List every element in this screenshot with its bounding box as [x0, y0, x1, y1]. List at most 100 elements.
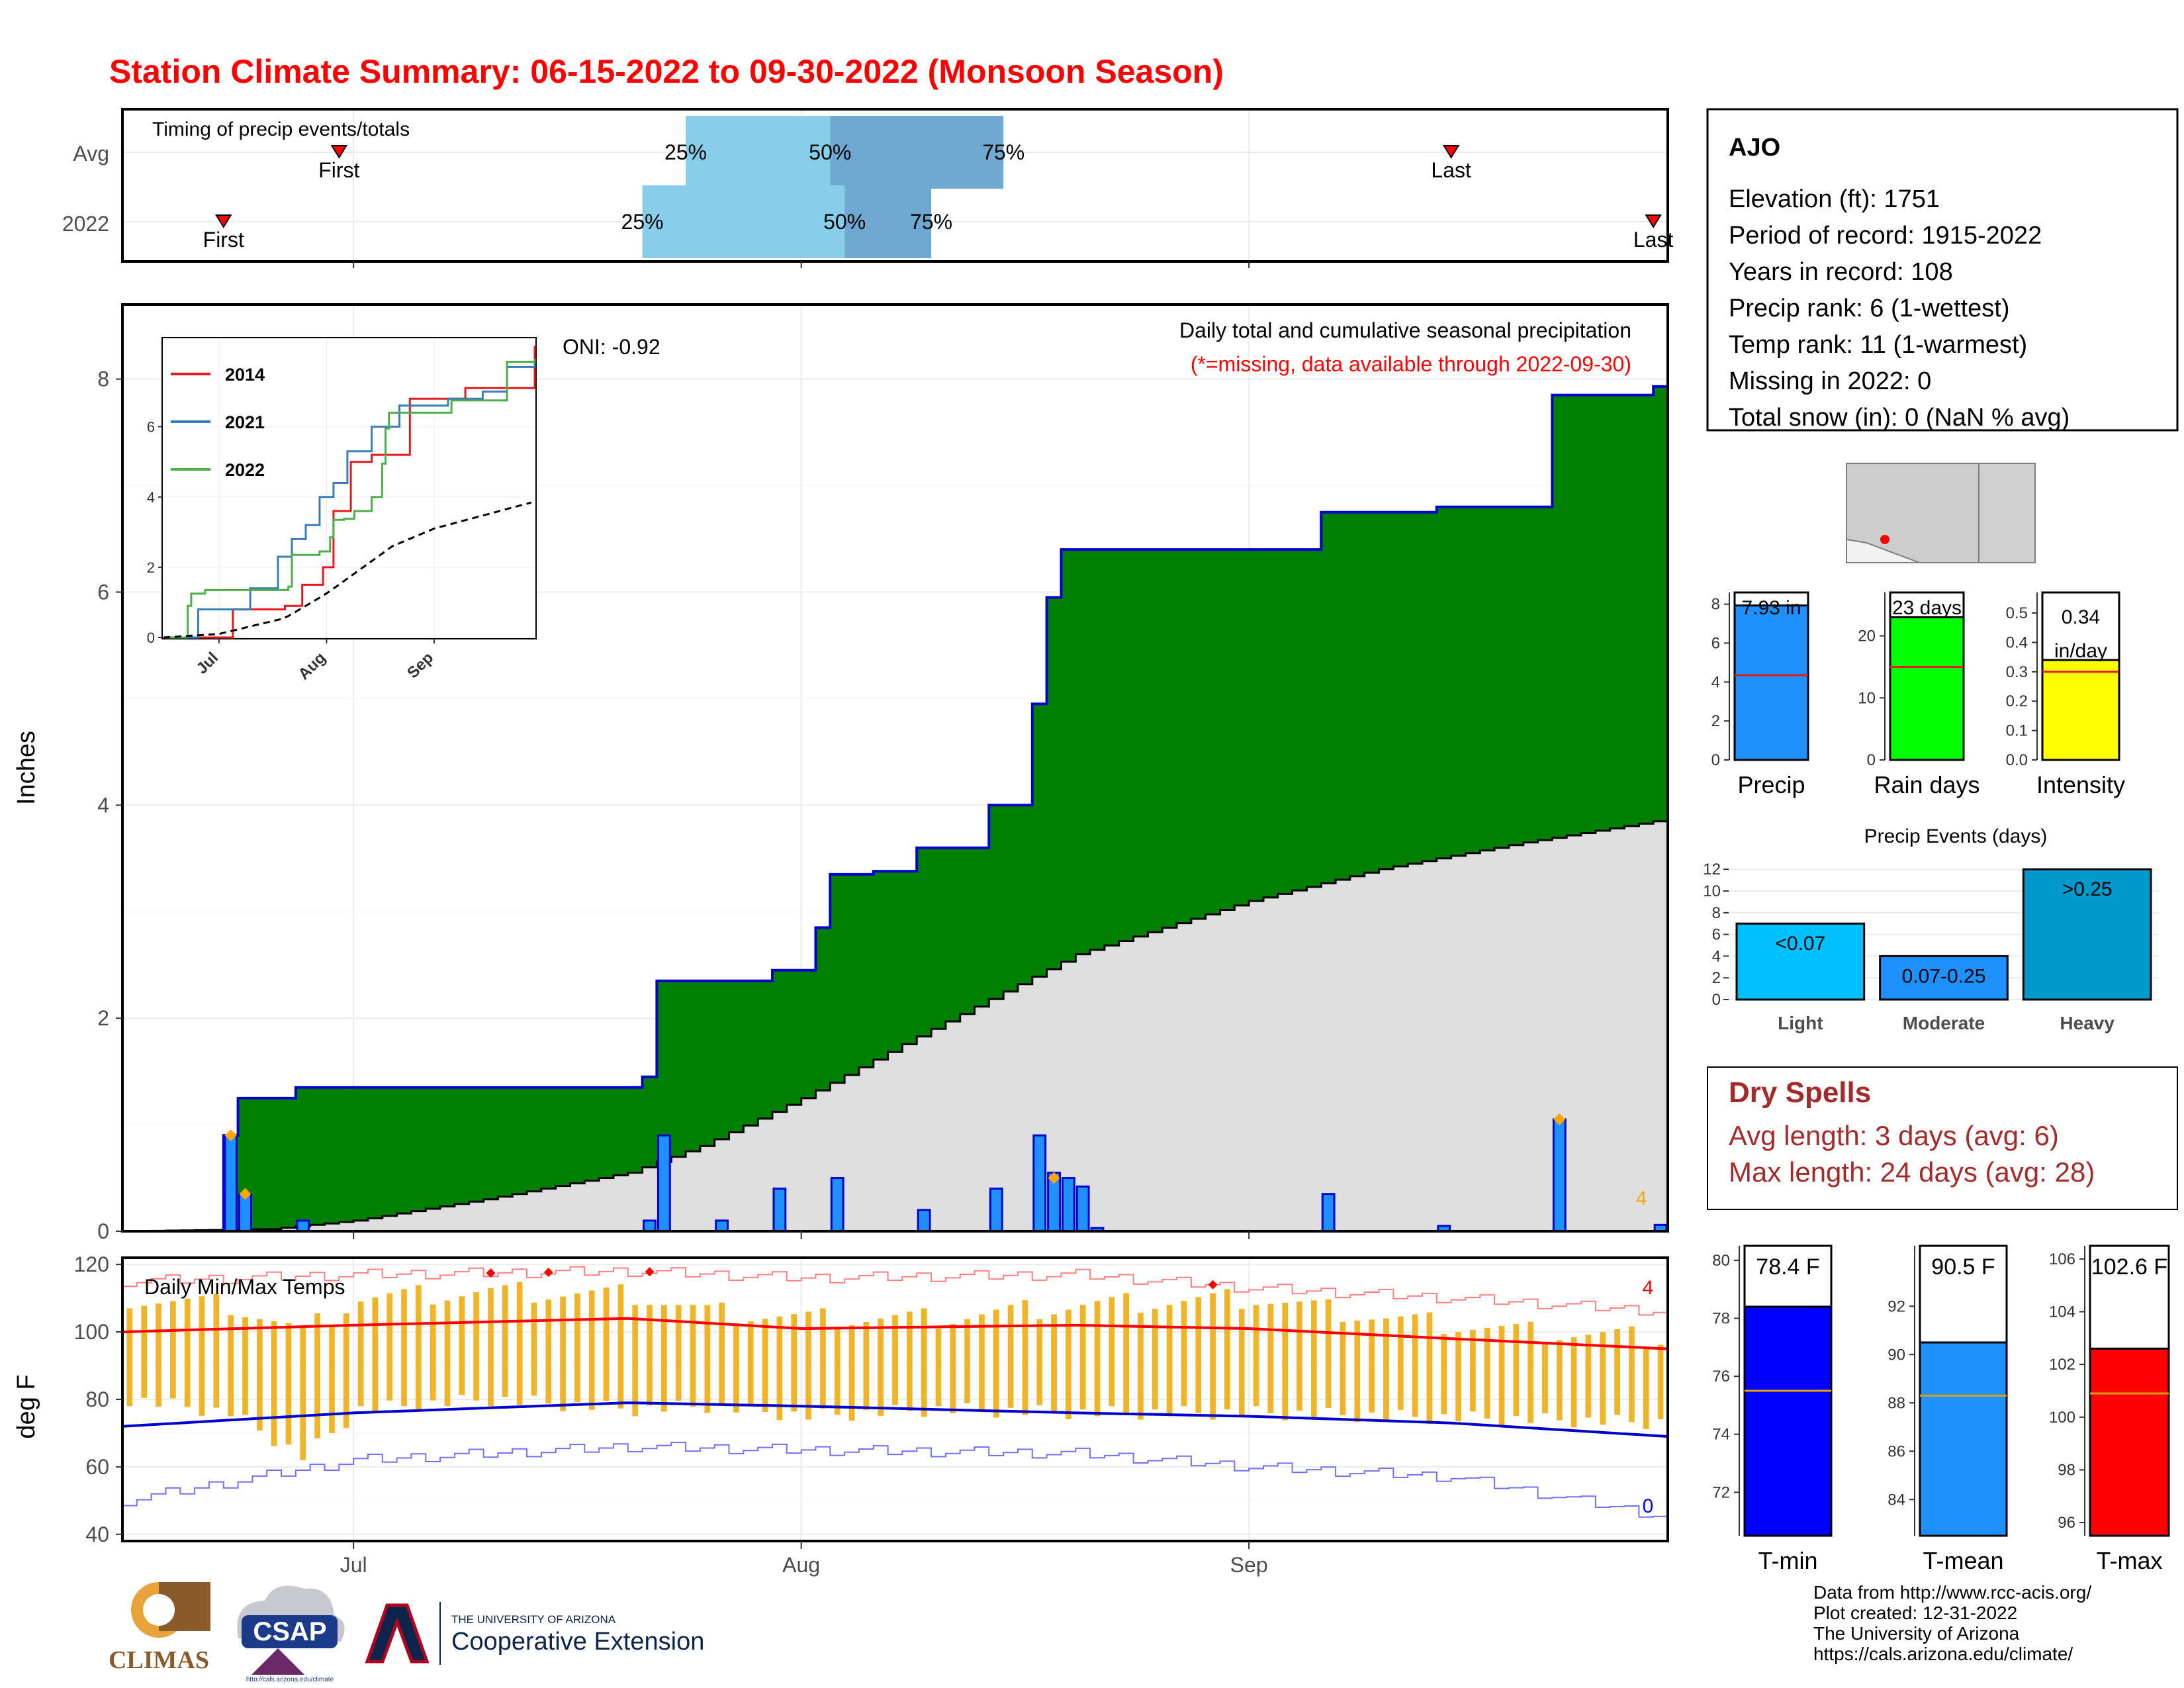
temp-daily-range-bar — [848, 1325, 855, 1421]
temp-daily-range-bar — [1310, 1300, 1317, 1418]
temp-panel-title: Daily Min/Max Temps — [144, 1275, 345, 1299]
temp-record-max-line — [122, 1266, 1668, 1316]
summary-rain-days-tick-label-20: 20 — [1858, 628, 1876, 645]
temp-daily-range-bar — [314, 1313, 320, 1438]
precip-record-marker-2022-08-18 — [1048, 1172, 1060, 1184]
sponsor-logos: CLIMAS CSAP http://cals.arizona.edu/clim… — [106, 1575, 768, 1683]
inset-y-tick-label-0: 0 — [147, 630, 155, 646]
inset-legend-label-2022: 2022 — [225, 460, 265, 480]
temp-daily-range-bar — [1022, 1300, 1028, 1415]
summary-intensity-tick-label-0.1: 0.1 — [2006, 722, 2028, 740]
temp-daily-range-bar — [719, 1302, 725, 1405]
temp-daily-range-bar — [170, 1301, 176, 1399]
temp-daily-range-bar — [617, 1284, 624, 1409]
temp-daily-range-bar — [878, 1318, 884, 1416]
precip-y-axis: 0 2 4 6 8 — [97, 367, 122, 1243]
inset-series-2021-line — [163, 359, 536, 639]
temp-daily-range-bar — [300, 1325, 306, 1460]
summary-intensity-value-text-line1: 0.34 — [2062, 606, 2100, 628]
summary-t-max-tick-label-104: 104 — [2049, 1303, 2075, 1321]
temp-daily-range-bar — [863, 1321, 870, 1410]
precip-events-category-light: Light — [1778, 1013, 1823, 1033]
temp-daily-range-bar — [271, 1321, 277, 1446]
summary-t-mean-value-text: 90.5 F — [1931, 1254, 1995, 1280]
precip-panel: 0 2 4 6 8 Inches Daily total and cumulative … — [13, 303, 1669, 1243]
summary-t-mean-tick-label-84: 84 — [1888, 1491, 1905, 1509]
temp-daily-range-bar — [1036, 1319, 1043, 1405]
temp-daily-range-bar — [1166, 1305, 1173, 1417]
temp-daily-range-bar — [834, 1329, 841, 1415]
precip-cumulative-avg-line — [122, 819, 1669, 1233]
summary-precip-tick-label-0: 0 — [1711, 751, 1720, 769]
summary-precip-value-bar — [1733, 604, 1809, 761]
temp-daily-range-bar — [1079, 1305, 1086, 1410]
summary-t-mean-tick-label-88: 88 — [1888, 1394, 1905, 1412]
temp-daily-range-bar — [762, 1319, 768, 1412]
precip-events-tick-label-4: 4 — [1712, 947, 1721, 965]
inset-series-2014-line — [163, 346, 536, 639]
summary-intensity-value-text-line2: in/day — [2054, 640, 2107, 662]
dry-spells-avg-length: Avg length: 3 days (avg: 6) — [1729, 1120, 2059, 1151]
station-elevation: Elevation (ft): 1751 — [1729, 185, 1940, 213]
temp-y-tick-label-40: 40 — [85, 1523, 109, 1546]
temp-daily-range-bar — [502, 1285, 508, 1397]
timing-2022-box-50-75 — [844, 185, 932, 258]
station-precip-rank: Precip rank: 6 (1-wettest) — [1729, 295, 2009, 322]
temp-daily-range-bar — [690, 1305, 696, 1407]
temp-daily-range-bar — [1585, 1335, 1592, 1418]
precip-y-tick-label-4: 4 — [97, 793, 109, 817]
summary-intensity-tick-label-0.3: 0.3 — [2006, 663, 2028, 681]
temp-y-axis-label: deg F — [13, 1374, 40, 1438]
precip-record-markers — [224, 1113, 1566, 1200]
precip-daily-bar-2022-08-19 — [1061, 1177, 1075, 1233]
precip-events-category-heavy: Heavy — [2060, 1013, 2115, 1033]
temp-daily-range-bar — [141, 1305, 148, 1398]
timing-2022-label-75: 75% — [910, 210, 952, 234]
timing-marks: 25% 50% 75% First Last 25% 50% 75% First Last — [203, 116, 1674, 258]
timing-avg-label-25: 25% — [664, 140, 707, 164]
inset-legend: 2014 2021 2022 — [171, 365, 265, 480]
locator-map — [1846, 463, 2036, 563]
timing-row-label-avg: Avg — [73, 142, 109, 165]
precip-daily-bar-2022-06-22 — [224, 1134, 238, 1233]
precip-events-category-moderate: Moderate — [1903, 1013, 1985, 1033]
temp-daily-range-bar — [1195, 1297, 1202, 1413]
precip-y-tick-label-2: 2 — [97, 1006, 109, 1030]
temp-daily-range-bar — [950, 1323, 956, 1413]
precip-cumulative-areas — [122, 385, 1669, 1233]
precip-y-tick-label-8: 8 — [97, 367, 109, 391]
temp-daily-range-bar — [387, 1293, 393, 1401]
credit-university: The University of Arizona — [1813, 1623, 2020, 1644]
temp-daily-range-bar — [1383, 1318, 1389, 1420]
temp-daily-range-bar — [588, 1290, 595, 1410]
precip-events-tick-label-0: 0 — [1712, 991, 1721, 1009]
precip-daily-bar-2022-08-14 — [989, 1188, 1003, 1233]
temp-record-min-line — [122, 1442, 1668, 1518]
temp-daily-range-bar — [357, 1301, 364, 1407]
ua-line2: Cooperative Extension — [451, 1628, 704, 1656]
temp-daily-range-bar — [805, 1311, 811, 1420]
temp-daily-range-bar — [1094, 1301, 1101, 1417]
dry-spells-frame — [1707, 1066, 2178, 1210]
temp-daily-range-bar — [820, 1308, 826, 1409]
x-tick-label-Jul: Jul — [340, 1553, 367, 1577]
summary-t-min-tick-label-76: 76 — [1712, 1368, 1730, 1385]
temp-daily-range-bar — [1470, 1330, 1476, 1412]
timing-panel: 25% 50% 75% First Last 25% 50% 75% First Last Tim… — [62, 108, 1674, 263]
precip-panel-frame — [121, 303, 1669, 1233]
precip-events-bar-label-light: <0.07 — [1775, 933, 1825, 955]
precip-events-bar-light — [1735, 922, 1866, 1001]
precip-panel-header: Daily total and cumulative seasonal prec… — [1179, 318, 1631, 342]
precip-events-bar-moderate — [1879, 955, 2009, 1001]
summary-t-mean-tick-label-86: 86 — [1888, 1442, 1905, 1460]
temp-daily-range-bar — [660, 1305, 667, 1412]
inset-legend-label-2014: 2014 — [225, 365, 265, 385]
figure-title: Station Climate Summary: 06-15-2022 to 0… — [109, 53, 1224, 90]
precip-record-marker-2022-09-22 — [1553, 1113, 1566, 1126]
data-credits: Data from http://www.rcc-acis.org/ Plot … — [1813, 1582, 2091, 1664]
summary-t-max-tick-label-100: 100 — [2049, 1409, 2075, 1427]
summary-rain-days-tick-label-0: 0 — [1867, 751, 1876, 769]
temp-record-high-marker-2022-07-14 — [543, 1267, 553, 1277]
precip-record-count: 4 — [1636, 1188, 1647, 1209]
